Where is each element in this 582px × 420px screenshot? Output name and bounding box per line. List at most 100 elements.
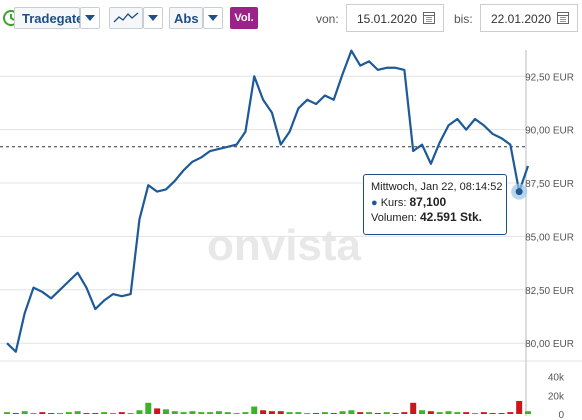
watermark: onvista	[207, 221, 362, 270]
volume-bar	[162, 409, 169, 414]
volume-bar	[48, 413, 55, 414]
volume-bar	[224, 412, 231, 414]
volume-bars	[4, 400, 531, 414]
y-tick-label: 90,00 EUR	[525, 126, 574, 137]
volume-bar	[154, 408, 161, 414]
volume-axis: 40k 20k 0	[548, 373, 565, 420]
volume-bar	[180, 412, 187, 414]
calendar-icon[interactable]	[423, 12, 435, 24]
volume-bar	[109, 413, 116, 414]
line-chart-icon	[113, 12, 139, 23]
exchange-select[interactable]	[14, 7, 80, 29]
volume-bar	[21, 411, 28, 414]
volume-bar	[339, 411, 346, 414]
volume-bar	[410, 402, 417, 414]
volume-bar	[101, 412, 108, 414]
volume-tick-label: 20k	[548, 391, 565, 402]
chevron-down-icon	[85, 15, 95, 21]
volume-bar	[525, 411, 531, 414]
volume-bar	[251, 406, 258, 414]
volume-bar	[507, 412, 514, 414]
tooltip-volume-label: Volumen:	[371, 212, 417, 224]
price-mode-select[interactable]	[169, 7, 203, 29]
volume-bar	[489, 413, 496, 414]
volume-bar	[127, 413, 134, 414]
volume-bar	[498, 413, 505, 414]
y-tick-label: 82,50 EUR	[525, 286, 574, 297]
volume-toggle-button[interactable]: Vol.	[230, 7, 258, 29]
volume-bar	[374, 413, 381, 414]
volume-bar	[12, 413, 19, 414]
volume-bar	[401, 412, 408, 414]
volume-bar	[348, 410, 355, 414]
volume-bar	[4, 412, 10, 414]
volume-bar	[65, 412, 72, 414]
volume-bar	[92, 413, 99, 414]
volume-bar	[463, 412, 470, 414]
volume-bar	[39, 412, 46, 414]
from-date-value: 15.01.2020	[357, 12, 418, 26]
volume-bar	[56, 413, 63, 414]
tooltip-price-label: Kurs:	[380, 197, 407, 209]
volume-bar	[145, 402, 152, 414]
chevron-down-icon	[148, 15, 158, 21]
price-axis: 80,00 EUR 82,50 EUR 85,00 EUR 87,50 EUR 90,0…	[525, 72, 574, 350]
volume-bar	[304, 413, 311, 414]
volume-bar	[233, 413, 240, 414]
volume-bar	[516, 400, 523, 414]
volume-bar	[118, 412, 125, 414]
volume-bar	[313, 413, 320, 414]
tooltip-price: 87,100	[409, 195, 447, 209]
chart-type-dropdown-button[interactable]	[143, 7, 163, 29]
chevron-down-icon	[208, 15, 218, 21]
y-tick-label: 92,50 EUR	[525, 72, 574, 83]
highlight-point	[515, 188, 523, 196]
price-series	[6, 49, 530, 353]
tooltip-volume: 42.591 Stk.	[419, 210, 482, 224]
volume-bar	[445, 411, 452, 414]
volume-bar	[472, 413, 479, 414]
volume-bar	[136, 410, 143, 414]
tooltip-date: Mittwoch, Jan 22, 08:14:52	[371, 181, 503, 193]
volume-bar	[454, 412, 461, 414]
exchange-label: Tradegate	[22, 11, 84, 26]
volume-bar	[295, 412, 302, 414]
volume-bar	[286, 412, 293, 414]
volume-bar	[189, 411, 196, 414]
volume-bar	[30, 413, 37, 414]
chart-toolbar: Tradegate Abs Vol. von: 15.01.2020 bis: …	[0, 0, 582, 40]
data-tooltip: Mittwoch, Jan 22, 08:14:52 ● Kurs: 87,10…	[363, 174, 507, 235]
volume-bar	[392, 413, 399, 414]
volume-bar	[74, 411, 81, 414]
y-tick-label: 85,00 EUR	[525, 232, 574, 243]
volume-bar	[436, 412, 443, 414]
volume-bar	[260, 410, 267, 414]
volume-bar	[207, 412, 214, 414]
volume-tick-label: 40k	[548, 373, 565, 384]
calendar-icon[interactable]	[557, 12, 569, 24]
grid-lines	[0, 75, 582, 362]
volume-bar	[215, 411, 222, 414]
volume-bar	[242, 412, 249, 414]
exchange-dropdown-button[interactable]	[80, 7, 100, 29]
to-date-value: 22.01.2020	[491, 12, 552, 26]
volume-bar	[83, 413, 90, 414]
price-line	[6, 49, 530, 353]
volume-bar	[321, 412, 328, 414]
y-tick-label: 87,50 EUR	[525, 179, 574, 190]
volume-bar	[419, 410, 426, 414]
volume-bar	[427, 411, 434, 414]
highlight-marker	[511, 183, 528, 200]
volume-bar	[198, 412, 205, 414]
y-tick-label: 80,00 EUR	[525, 339, 574, 350]
to-date-field[interactable]: 22.01.2020	[480, 4, 578, 32]
volume-bar	[383, 412, 390, 414]
price-mode-label: Abs	[174, 11, 199, 26]
volume-bar	[171, 411, 178, 414]
from-date-field[interactable]: 15.01.2020	[346, 4, 444, 32]
chart-type-select[interactable]	[109, 7, 143, 29]
volume-bar	[268, 411, 275, 414]
series-dot-icon: ●	[371, 197, 378, 209]
price-mode-dropdown-button[interactable]	[203, 7, 223, 29]
